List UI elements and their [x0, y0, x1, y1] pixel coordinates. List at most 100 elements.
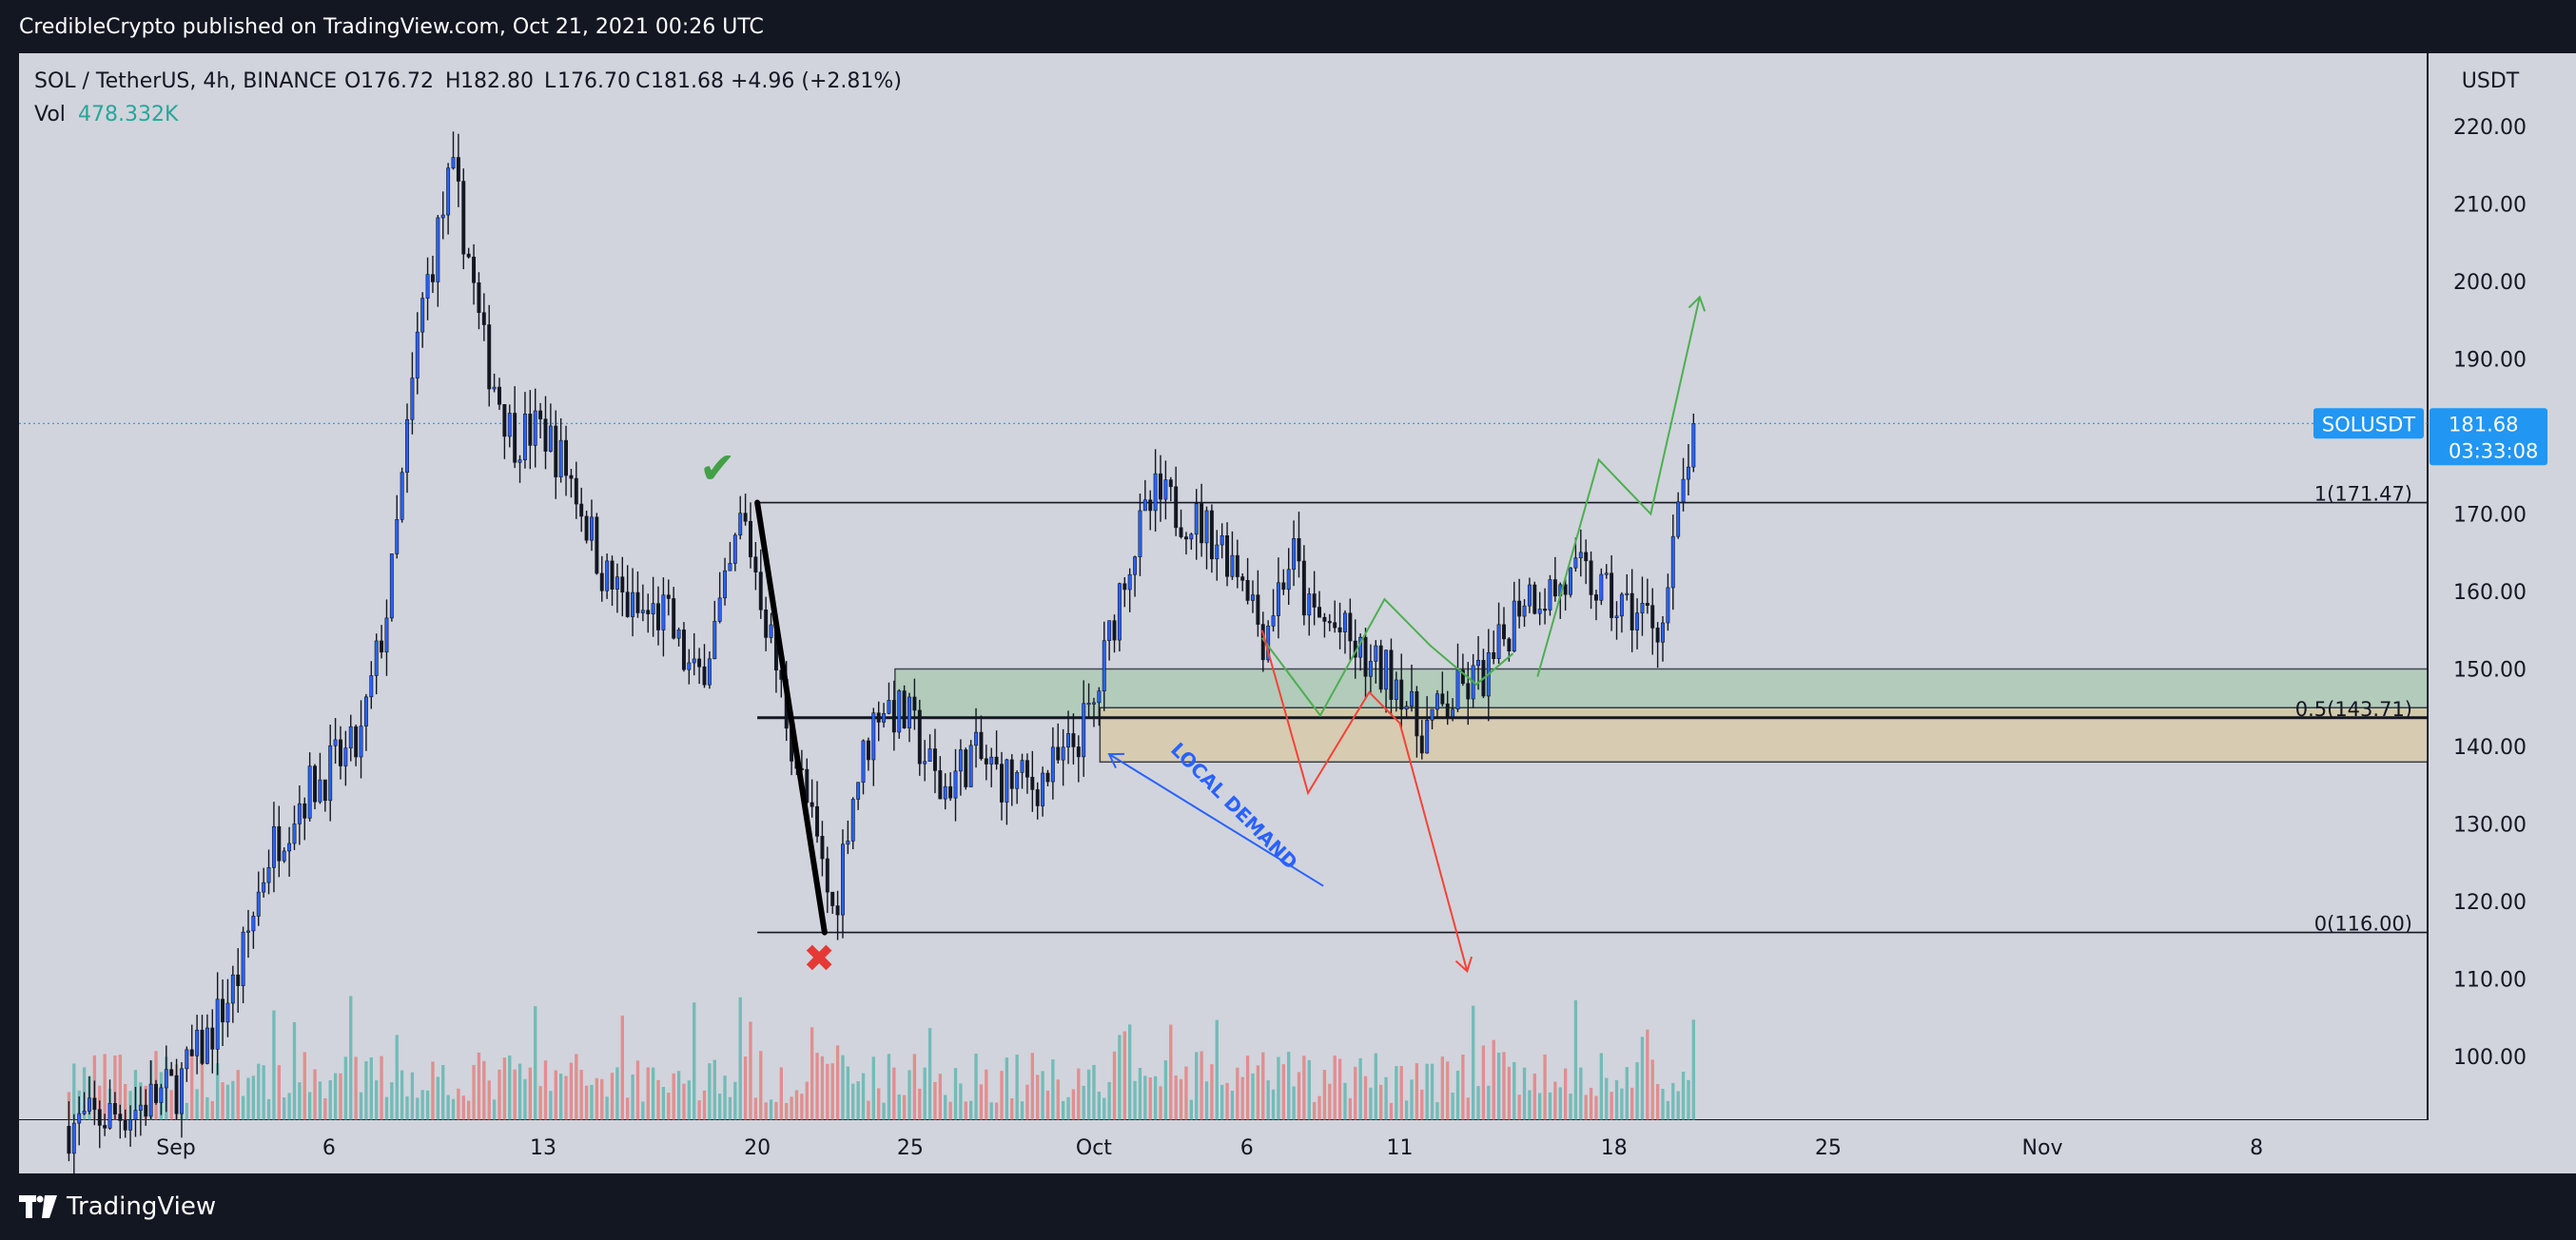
candle-body	[522, 413, 527, 460]
volume-bar	[826, 1063, 829, 1120]
volume-bar	[1041, 1071, 1044, 1120]
volume-bar	[1435, 1102, 1439, 1120]
ohlc-open: 176.72	[361, 69, 434, 93]
candle-body	[128, 1119, 133, 1131]
candle-body	[333, 739, 338, 746]
candle-body	[820, 836, 825, 860]
volume-bar	[436, 1076, 440, 1120]
candle-body	[635, 591, 640, 613]
candle-body	[451, 157, 456, 169]
candle-body	[1681, 478, 1686, 503]
volume-bar	[534, 1006, 537, 1120]
price-chart[interactable]: 1(171.47)0.5(143.71)0(116.00) LOCAL DEMA…	[0, 0, 2576, 1173]
volume-bar	[364, 1060, 368, 1120]
candle-body	[1041, 772, 1045, 806]
volume-bar	[728, 1096, 732, 1120]
candle-body	[830, 891, 835, 906]
volume-bar	[508, 1056, 512, 1120]
candle-body	[732, 534, 737, 564]
candle-body	[1276, 582, 1280, 616]
symbol-tag-label: SOLUSDT	[2322, 413, 2415, 436]
volume-bar	[1302, 1056, 1306, 1120]
candle-body	[1537, 609, 1542, 614]
currency-label: USDT	[2462, 69, 2520, 93]
volume-bar	[723, 1075, 727, 1120]
volume-bar	[1455, 1071, 1460, 1120]
candle-body	[1271, 615, 1276, 627]
candle-body	[749, 520, 752, 558]
volume-bar	[769, 1099, 773, 1120]
volume-bar	[1010, 1097, 1014, 1120]
volume-bar	[1015, 1055, 1019, 1120]
candle-body	[1614, 615, 1619, 618]
candle-body	[1322, 616, 1327, 622]
candle-body	[1251, 594, 1255, 601]
volume-bar	[846, 1066, 850, 1120]
candle-body	[487, 324, 492, 390]
candle-body	[1163, 479, 1168, 500]
ohlc-open-label: O	[344, 69, 361, 93]
candle-body	[620, 576, 625, 593]
volume-bar	[841, 1055, 845, 1120]
symbol-info: SOL / TetherUS, 4h, BINANCE	[34, 69, 337, 93]
y-tick-label: 150.00	[2453, 659, 2527, 683]
volume-bar	[1036, 1075, 1040, 1120]
volume-bar	[635, 1060, 640, 1120]
volume-bar	[1676, 1091, 1680, 1120]
candle-body	[292, 823, 297, 844]
volume-bar	[646, 1067, 650, 1120]
volume-bar	[457, 1088, 460, 1120]
candle-body	[753, 556, 758, 572]
volume-bar	[1661, 1088, 1665, 1120]
volume-bar	[416, 1097, 420, 1120]
y-tick-label: 210.00	[2453, 194, 2527, 218]
candle-body	[97, 1109, 102, 1126]
volume-bar	[1256, 1065, 1260, 1120]
volume-bar	[800, 1094, 804, 1120]
time-scale	[19, 1120, 2576, 1173]
candle-body	[1050, 746, 1055, 783]
y-tick-label: 160.00	[2453, 581, 2527, 605]
volume-bar	[672, 1073, 675, 1120]
volume-bar	[1610, 1092, 1613, 1120]
candle-body	[1092, 702, 1096, 705]
y-tick-label: 100.00	[2453, 1046, 2527, 1070]
candle-body	[425, 274, 430, 299]
volume-bar	[835, 1045, 840, 1120]
candle-body	[1174, 486, 1179, 529]
candle-body	[302, 803, 307, 819]
volume-bar	[651, 1067, 655, 1120]
candle-body	[1005, 759, 1009, 803]
volume-bar	[543, 1060, 548, 1120]
volume-bar	[1307, 1059, 1311, 1120]
candle-body	[118, 1114, 123, 1121]
candle-body	[380, 640, 384, 653]
volume-bar	[257, 1063, 261, 1120]
candle-body	[846, 841, 850, 845]
candle-body	[1035, 789, 1040, 806]
candle-body	[1378, 645, 1383, 690]
candle-body	[328, 745, 333, 802]
candle-body	[758, 572, 763, 610]
candle-body	[1394, 679, 1398, 700]
volume-bar	[339, 1073, 342, 1120]
bullish-projection	[1536, 297, 1701, 677]
candle-body	[1045, 772, 1050, 783]
candle-body	[138, 1104, 143, 1111]
volume-bar	[1451, 1093, 1454, 1120]
candle-body	[1368, 661, 1373, 677]
volume-bar	[328, 1079, 332, 1120]
volume-bar	[487, 1080, 491, 1120]
volume-bar	[441, 1065, 445, 1120]
volume-bar	[1184, 1066, 1188, 1120]
volume-bar	[1415, 1063, 1419, 1120]
volume-bar	[1045, 1090, 1050, 1120]
volume-bar	[590, 1084, 594, 1120]
volume-bar	[1681, 1072, 1686, 1120]
volume-bar	[375, 1080, 379, 1120]
volume-bar	[210, 1100, 214, 1120]
candle-body	[297, 803, 302, 824]
volume-bar	[1163, 1060, 1168, 1120]
candle-body	[1552, 579, 1557, 597]
candle-body	[1507, 638, 1512, 651]
